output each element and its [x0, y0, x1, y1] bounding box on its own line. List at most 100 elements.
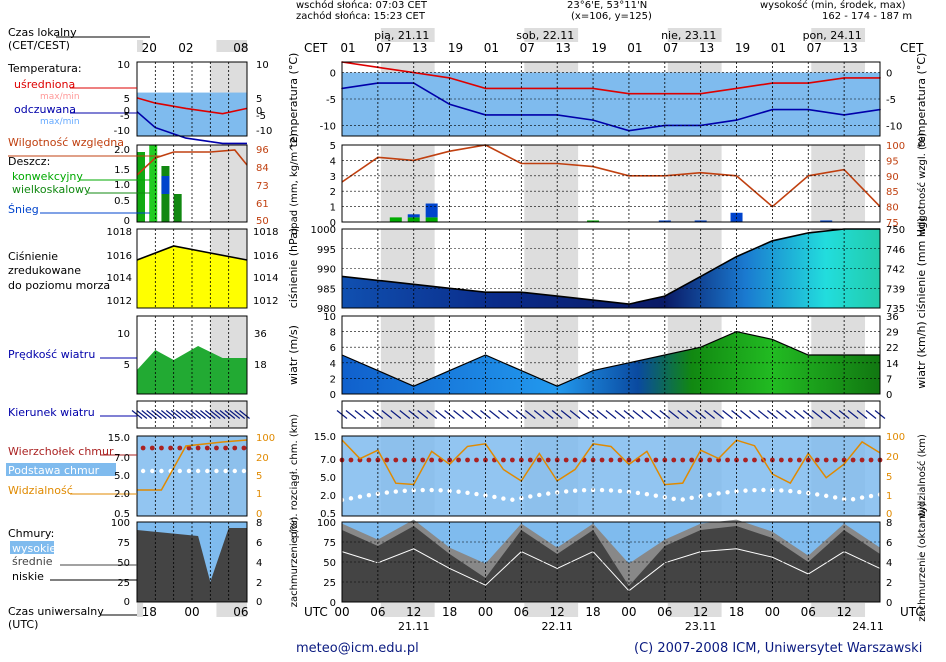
left-temp-tick: -10 [114, 126, 130, 137]
night-strip [578, 28, 668, 42]
cloud-base-dot [653, 493, 659, 498]
left-cloudh-tick: 2.0 [114, 489, 130, 500]
left-cloud-top [232, 445, 238, 451]
cloud-top-dot [778, 457, 784, 463]
temp-point [699, 124, 702, 127]
cloud-base-dot [680, 497, 685, 502]
legend-text-20: średnie [12, 555, 53, 568]
cloud-top-dot [868, 457, 874, 463]
cloud-base-dot [456, 489, 461, 494]
wind-arrow [775, 410, 787, 419]
left-temp-tick-r: 5 [256, 94, 262, 105]
cloud-base-dot [671, 496, 676, 502]
wind-arrow [758, 410, 769, 419]
left-rain-bar [149, 145, 158, 222]
left-cloud-base [241, 468, 247, 474]
cloud-top-dot [572, 457, 578, 463]
utc-tick: 18 [585, 605, 600, 619]
utc-tick: 00 [765, 605, 780, 619]
legend-text-8: Deszcz: [8, 155, 50, 168]
temp-point [556, 87, 558, 90]
wind-arrow [506, 410, 518, 419]
legend-text-10: wielkoskalowy [12, 183, 91, 196]
rain-bar [407, 217, 420, 222]
cet-tick: 13 [412, 41, 427, 55]
night-strip [342, 28, 381, 42]
utc-tick: 12 [693, 605, 708, 619]
cover-low [342, 526, 880, 602]
left-vis-tick: 1 [256, 489, 262, 500]
left-wind-arrow [200, 410, 211, 419]
axis-label-vis: widzialność (km) [916, 434, 928, 518]
legend-text-11: Śnieg [8, 203, 39, 216]
left-cloudh-tick: 7.0 [114, 453, 130, 464]
footer-copyright: (C) 2007-2008 ICM, Uniwersytet Warszawsk… [634, 641, 922, 656]
cloud-top-dot [850, 457, 856, 463]
left-cover-tick-r: 0 [256, 597, 262, 608]
cloud-top-dot [608, 457, 614, 463]
snow-bar [820, 220, 833, 222]
temp-tick: 0 [330, 69, 336, 80]
cet-tick: 07 [663, 41, 678, 55]
wind-tick: 10 [323, 312, 336, 323]
day-label: pią, 21.11 [374, 29, 429, 42]
left-wind-arrow [214, 410, 226, 419]
wind-arrow [632, 410, 644, 419]
vis-tick: 5 [886, 472, 892, 483]
left-cloud-base [232, 468, 237, 474]
sunset-text: zachód słońca: 15:23 CET [296, 11, 425, 22]
temp-tick: -5 [326, 95, 336, 106]
wind-arrow [829, 410, 841, 419]
wind-arrow [820, 410, 832, 419]
wind-arrow [713, 410, 724, 419]
left-cloud-top [140, 445, 146, 451]
cloud-top-dot [384, 457, 390, 463]
wind-arrow [793, 410, 805, 419]
legend-text-4: max/min [40, 92, 80, 102]
cloud-base-dot [689, 495, 694, 501]
legend-text-5: odczuwana [14, 103, 76, 116]
cloud-base-dot [725, 490, 730, 495]
temp-point [735, 87, 738, 90]
left-strip-night [143, 40, 217, 52]
cloud-base-dot [474, 491, 479, 497]
cover-tick-r: 0 [886, 598, 892, 609]
left-cover-tick: 0 [124, 597, 130, 608]
vis-tick: 100 [886, 432, 905, 443]
left-wind-arrow [209, 410, 221, 419]
utc-tick: 06 [370, 605, 385, 619]
panel-frame [341, 144, 881, 223]
left-press-tick-r: 1014 [253, 273, 278, 284]
cloudh-tick: 7.0 [320, 455, 336, 466]
left-wind-tick-r: 36 [254, 329, 267, 340]
cet-tick: 07 [376, 41, 391, 55]
rain-tick: 5 [330, 141, 336, 152]
axis-label-cover-r: zachmurzenie (oktanty) [917, 502, 928, 621]
cover-tick: 25 [323, 578, 336, 589]
panel-frame [341, 315, 881, 395]
cloud-base-dot [832, 495, 838, 500]
cloud-base-dot [734, 489, 739, 494]
night-band [342, 401, 381, 428]
left-wind-arrow [224, 410, 236, 419]
wind-arrow [417, 410, 429, 419]
cet-tick: 07 [520, 41, 535, 55]
left-cloud-base [159, 468, 164, 474]
utc-date-label: 24.11 [852, 620, 884, 633]
wind-arrow [399, 410, 411, 419]
left-cloud-base [205, 468, 210, 474]
cloud-top-dot [509, 457, 515, 463]
legend-text-9: konwekcyjny [12, 170, 83, 183]
wind-arrow [596, 410, 608, 419]
legend-base-bg [6, 463, 116, 476]
cloud-base-dot [393, 489, 398, 494]
cloud-base-dot [608, 488, 614, 493]
cloud-top-dot [474, 457, 479, 463]
left-cover-tick: 100 [111, 518, 130, 529]
cloud-top-dot [563, 457, 569, 463]
cloud-top-dot [752, 457, 757, 463]
cet-tick: 01 [627, 41, 642, 55]
cloud-base-dot [563, 489, 569, 494]
cloud-base-dot [411, 488, 416, 493]
cloud-top-dot [456, 457, 461, 463]
